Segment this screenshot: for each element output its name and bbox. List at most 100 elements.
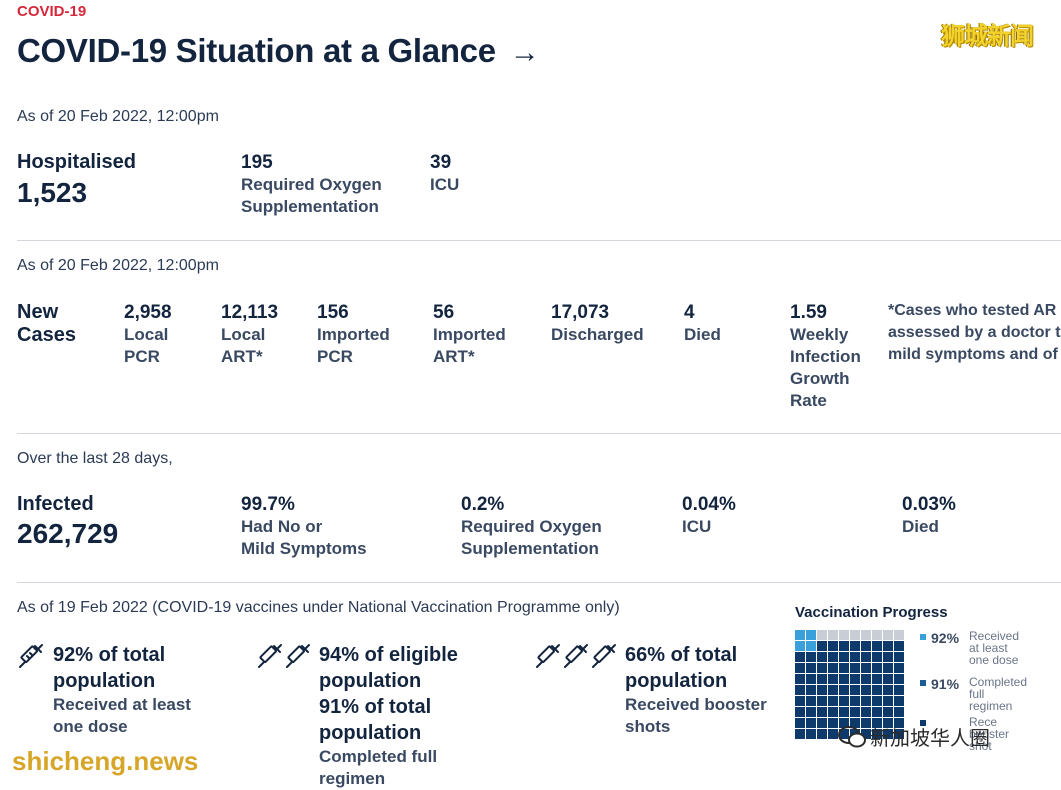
legend-swatch xyxy=(920,720,926,726)
progress-cell xyxy=(872,641,882,651)
progress-cell xyxy=(817,652,827,662)
oxygen-label-1: Required Oxygen xyxy=(241,175,382,194)
progress-cell xyxy=(806,729,816,739)
case-label: ART* xyxy=(433,347,475,366)
progress-cell xyxy=(861,652,871,662)
legend-pct: 92% xyxy=(931,630,960,646)
infected-stat-value: 99.7% xyxy=(241,494,295,515)
vaccine-headline: population xyxy=(319,670,422,692)
progress-cell xyxy=(850,707,860,717)
divider xyxy=(17,433,1061,434)
new-cases-label: New Cases xyxy=(17,301,76,347)
progress-cell xyxy=(828,707,838,717)
progress-cell xyxy=(839,718,849,728)
vaccination-progress-title: Vaccination Progress xyxy=(795,604,948,621)
section-tag[interactable]: COVID-19 xyxy=(17,3,87,20)
case-stat-local-pcr: 2,958 Local PCR xyxy=(124,302,172,368)
vaccine-stat-full-regimen: 94% of eligible population 91% of total … xyxy=(319,642,458,790)
progress-cell xyxy=(817,707,827,717)
site-watermark: shicheng.news xyxy=(12,746,199,776)
case-label: Local xyxy=(221,325,266,344)
syringe-icon xyxy=(536,644,560,668)
progress-cell xyxy=(817,663,827,673)
vaccination-as-of: As of 19 Feb 2022 (COVID-19 vaccines und… xyxy=(17,599,620,616)
infected-stat-value: 0.04% xyxy=(682,494,736,515)
new-cases-label-1: New xyxy=(17,301,59,323)
legend-item: 92% Received at least one dose xyxy=(920,630,1061,666)
progress-cell xyxy=(872,674,882,684)
progress-cell xyxy=(850,641,860,651)
progress-cell xyxy=(894,652,904,662)
progress-cell xyxy=(872,718,882,728)
syringe-icon xyxy=(258,644,282,668)
progress-cell xyxy=(839,663,849,673)
progress-cell xyxy=(850,630,860,640)
progress-cell xyxy=(861,674,871,684)
new-cases-label-2: Cases xyxy=(17,324,76,346)
progress-cell xyxy=(839,685,849,695)
progress-cell xyxy=(883,663,893,673)
infected-stat-icu: 0.04% ICU xyxy=(682,494,736,538)
hospital-as-of: As of 20 Feb 2022, 12:00pm xyxy=(17,108,219,125)
progress-cell xyxy=(828,685,838,695)
progress-cell xyxy=(795,652,805,662)
progress-cell xyxy=(872,652,882,662)
vaccine-desc: Received booster xyxy=(625,695,767,714)
progress-cell xyxy=(883,652,893,662)
case-stat-imported-art: 56 Imported ART* xyxy=(433,302,506,368)
progress-cell xyxy=(861,707,871,717)
case-label: Local xyxy=(124,325,169,344)
legend-line: regimen xyxy=(969,699,1013,713)
progress-cell xyxy=(795,729,805,739)
progress-cell xyxy=(883,630,893,640)
progress-cell xyxy=(850,674,860,684)
infected-stat-label: ICU xyxy=(682,517,712,536)
legend-swatch xyxy=(920,680,926,686)
progress-cell xyxy=(894,685,904,695)
wechat-watermark: 新加坡华人圈 xyxy=(838,722,990,751)
infected-stat-mild: 99.7% Had No or Mild Symptoms xyxy=(241,494,367,560)
progress-cell xyxy=(817,696,827,706)
progress-cell xyxy=(861,663,871,673)
footnote-line: assessed by a doctor t xyxy=(888,324,1061,341)
vaccine-desc: Completed full xyxy=(319,747,438,766)
progress-cell xyxy=(861,630,871,640)
legend-item: Rece booster shot xyxy=(920,716,1061,752)
page-title-text[interactable]: COVID-19 Situation at a Glance xyxy=(17,32,496,69)
progress-cell xyxy=(861,718,871,728)
page-title[interactable]: COVID-19 Situation at a Glance → xyxy=(17,32,540,70)
progress-cell xyxy=(795,685,805,695)
oxygen-stat: 195 Required Oxygen Supplementation xyxy=(241,152,382,218)
progress-cell xyxy=(828,696,838,706)
progress-cell xyxy=(795,663,805,673)
footnote-line: mild symptoms and of xyxy=(888,346,1058,363)
progress-cell xyxy=(828,729,838,739)
progress-cell xyxy=(795,641,805,651)
progress-cell xyxy=(806,696,816,706)
progress-cell xyxy=(894,641,904,651)
legend-line: full xyxy=(969,687,985,701)
vaccine-headline: 66% of total xyxy=(625,644,738,666)
infected-value: 262,729 xyxy=(17,518,119,549)
cases-as-of: As of 20 Feb 2022, 12:00pm xyxy=(17,257,219,274)
case-value: 12,113 xyxy=(221,302,279,323)
syringe-icon xyxy=(19,644,43,668)
progress-cell xyxy=(894,729,904,739)
infected-stat-label: Supplementation xyxy=(461,539,599,558)
progress-cell xyxy=(828,652,838,662)
arrow-right-icon[interactable]: → xyxy=(509,36,540,69)
legend-text: Received at least one dose xyxy=(969,630,1019,666)
progress-cell xyxy=(817,729,827,739)
hospitalised-value: 1,523 xyxy=(17,177,88,208)
progress-cell xyxy=(850,696,860,706)
infected-stat-oxygen: 0.2% Required Oxygen Supplementation xyxy=(461,494,602,560)
progress-cell xyxy=(817,718,827,728)
infected-stat-died: 0.03% Died xyxy=(902,494,956,538)
progress-cell xyxy=(872,696,882,706)
icu-value: 39 xyxy=(430,152,452,173)
vaccine-headline: population xyxy=(625,670,728,692)
infected-stat-label: Mild Symptoms xyxy=(241,539,367,558)
progress-cell xyxy=(861,696,871,706)
progress-cell xyxy=(894,663,904,673)
progress-cell xyxy=(850,718,860,728)
